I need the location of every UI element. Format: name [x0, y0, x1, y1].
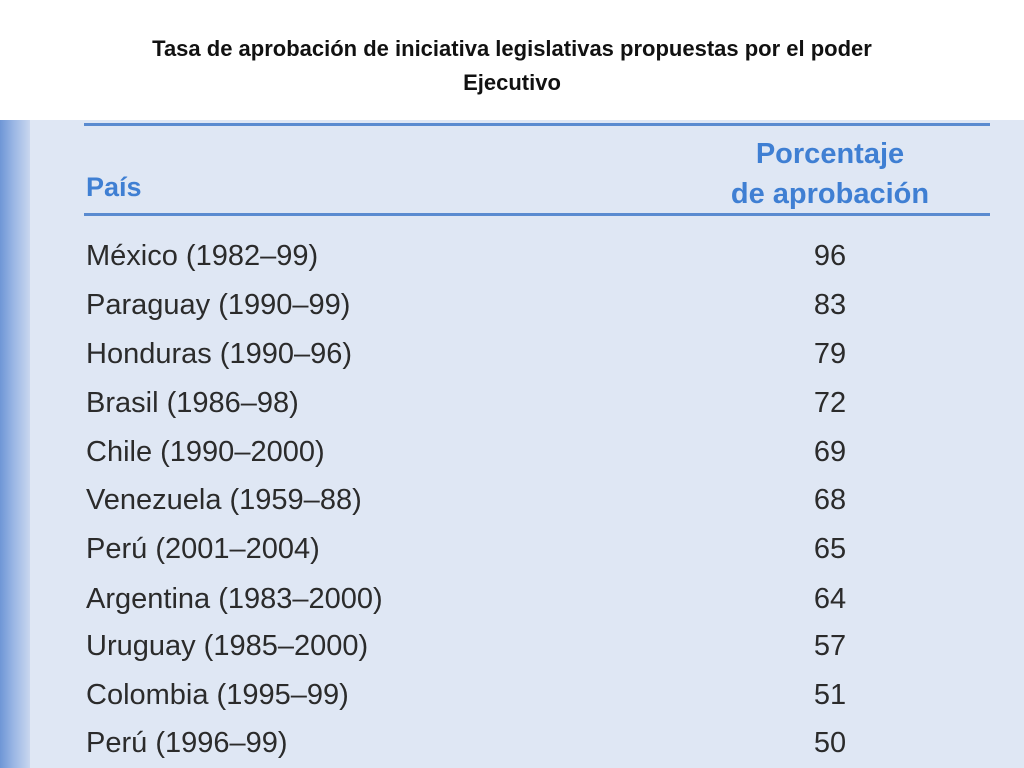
row-value: 51: [813, 679, 847, 711]
header-percentage-line-2: de aprobación: [730, 178, 930, 210]
row-country: Perú (1996–99): [86, 727, 288, 759]
row-value: 68: [813, 484, 847, 516]
table-row: Perú (1996–99) 50: [0, 727, 1024, 768]
row-value: 64: [813, 583, 847, 615]
slide-title: Tasa de aprobación de iniciativa legisla…: [40, 32, 984, 100]
row-value: 57: [813, 630, 847, 662]
table-row: Venezuela (1959–88) 68: [0, 484, 1024, 532]
title-line-2: Ejecutivo: [463, 70, 561, 95]
header-percentage: Porcentaje de aprobación: [690, 134, 970, 214]
header-percentage-line-1: Porcentaje: [755, 138, 905, 170]
row-country: México (1982–99): [86, 240, 319, 272]
title-line-1: Tasa de aprobación de iniciativa legisla…: [152, 36, 872, 61]
table-row: Uruguay (1985–2000) 57: [0, 630, 1024, 678]
table-header-rule: [84, 213, 990, 216]
row-country: Paraguay (1990–99): [86, 289, 351, 321]
row-country: Colombia (1995–99): [86, 679, 349, 711]
row-country: Perú (2001–2004): [86, 533, 320, 565]
header-country: País: [86, 172, 142, 202]
row-country: Venezuela (1959–88): [86, 484, 362, 516]
row-country: Uruguay (1985–2000): [86, 630, 369, 662]
row-value: 69: [813, 436, 847, 468]
table-row: México (1982–99) 96: [0, 240, 1024, 288]
table-row: Brasil (1986–98) 72: [0, 387, 1024, 435]
row-country: Brasil (1986–98): [86, 387, 299, 419]
row-value: 72: [813, 387, 847, 419]
table-row: Chile (1990–2000) 69: [0, 436, 1024, 484]
table-row: Honduras (1990–96) 79: [0, 338, 1024, 386]
row-country: Argentina (1983–2000): [86, 583, 383, 615]
row-value: 65: [813, 533, 847, 565]
table-panel: Porcentaje de aprobación País México (19…: [0, 120, 1024, 768]
row-value: 96: [813, 240, 847, 272]
table-row: Argentina (1983–2000) 64: [0, 583, 1024, 631]
row-value: 50: [813, 727, 847, 759]
row-country: Honduras (1990–96): [86, 338, 353, 370]
table-top-rule: [84, 123, 990, 126]
row-value: 83: [813, 289, 847, 321]
row-value: 79: [813, 338, 847, 370]
table-row: Colombia (1995–99) 51: [0, 679, 1024, 727]
row-country: Chile (1990–2000): [86, 436, 325, 468]
table-row: Paraguay (1990–99) 83: [0, 289, 1024, 337]
decorative-side-bar: [0, 120, 30, 768]
table-row: Perú (2001–2004) 65: [0, 533, 1024, 581]
